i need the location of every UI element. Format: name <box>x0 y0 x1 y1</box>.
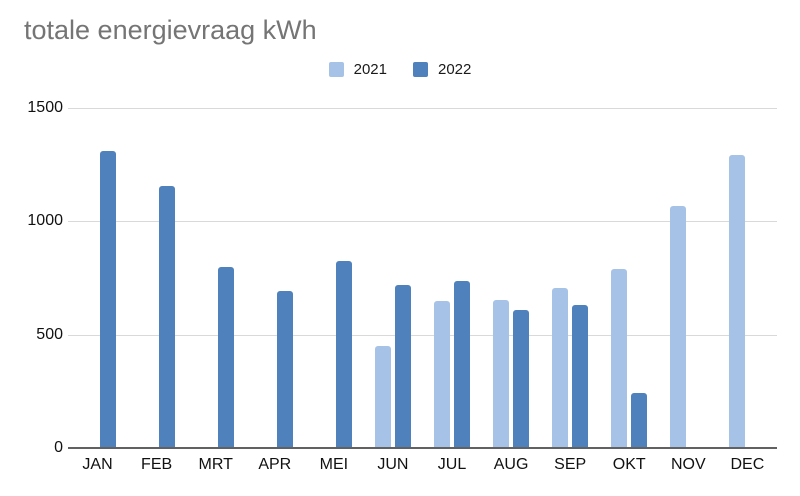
x-axis-label-nov: NOV <box>670 456 706 473</box>
bar-slot-2022-jun <box>394 284 411 448</box>
bar-group-dec <box>718 108 777 448</box>
x-axis-label-feb: FEB <box>141 456 173 473</box>
bar-group-jun <box>363 108 422 448</box>
bar-2021-jul <box>434 300 450 448</box>
x-axis-label-apr: APR <box>258 456 292 473</box>
bar-slot-2021-sep <box>552 288 569 448</box>
bar-group-nov <box>659 108 718 448</box>
legend-swatch-2021 <box>328 62 344 77</box>
bar-2021-sep <box>552 288 569 448</box>
x-axis-label-mrt: MRT <box>198 456 233 473</box>
y-axis-tick-label-1500: 1500 <box>27 99 63 116</box>
bar-2021-jun <box>374 346 391 448</box>
x-axis-label-jan: JAN <box>82 456 113 473</box>
bar-2022-aug <box>513 309 530 448</box>
chart-plot-area <box>68 108 777 449</box>
bar-slot-2022-apr <box>276 290 293 448</box>
bar-2022-jun <box>394 284 411 448</box>
bar-group-feb <box>127 108 186 448</box>
bar-2022-feb <box>158 186 175 448</box>
chart-title: totale energievraag kWh <box>24 15 317 45</box>
bar-slot-2021-jun <box>374 346 391 448</box>
bar-group-okt <box>600 108 659 448</box>
bar-2022-mrt <box>217 266 234 448</box>
legend-label-2022: 2022 <box>438 61 472 78</box>
bar-group-mei <box>304 108 363 448</box>
bar-slot-2021-nov <box>670 205 687 448</box>
x-axis-label-mei: MEI <box>319 456 349 473</box>
bar-slot-2022-jul <box>454 281 470 448</box>
y-axis-tick-label-500: 500 <box>36 325 63 343</box>
bar-slot-2021-aug <box>493 299 510 448</box>
y-axis-tick-label-1000: 1000 <box>27 212 63 230</box>
x-axis-label-okt: OKT <box>612 456 646 473</box>
x-axis-labels: JAN FEB MRT APR MEI JUN JUL AUG SEP OKT NOV DEC <box>68 456 777 474</box>
bar-2021-aug <box>493 299 510 448</box>
bar-group-aug <box>482 108 541 448</box>
bar-slot-2022-mei <box>335 261 352 448</box>
chart-legend: 2021 2022 <box>0 61 800 78</box>
bar-group-sep <box>541 108 600 448</box>
legend-label-2021: 2021 <box>353 61 387 78</box>
y-axis-tick-label-0: 0 <box>54 439 63 456</box>
bar-group-apr <box>245 108 304 448</box>
bar-2022-jul <box>454 281 470 448</box>
bar-slot-2021-jul <box>434 300 450 448</box>
legend-item-2021: 2021 <box>328 61 387 78</box>
x-axis-label-dec: DEC <box>730 456 765 473</box>
bar-slot-2022-feb <box>158 186 175 448</box>
gridline-1000 <box>68 221 777 223</box>
bar-slot-2021-okt <box>611 268 628 448</box>
bar-2022-okt <box>631 392 648 448</box>
x-axis-line <box>68 447 777 449</box>
bar-2021-nov <box>670 205 687 448</box>
bar-slot-2022-mrt <box>217 266 234 448</box>
bar-group-jan <box>68 108 127 448</box>
bar-2022-jan <box>99 151 116 448</box>
bar-2022-mei <box>335 261 352 448</box>
bar-slot-2022-okt <box>631 392 648 448</box>
bar-slot-2022-sep <box>572 305 589 448</box>
bar-slot-2022-aug <box>513 309 530 448</box>
bar-2022-apr <box>276 290 293 448</box>
x-axis-label-aug: AUG <box>493 456 529 473</box>
bar-2021-dec <box>729 154 746 448</box>
x-axis-label-jun: JUN <box>377 456 409 473</box>
gridline-1500 <box>68 108 777 109</box>
gridline-500 <box>68 334 777 336</box>
bar-2021-okt <box>611 268 628 448</box>
bar-2022-sep <box>572 305 589 448</box>
legend-swatch-2022 <box>413 62 428 77</box>
bars-layer <box>68 108 777 448</box>
bar-group-mrt <box>186 108 245 448</box>
bar-slot-2022-jan <box>99 151 116 448</box>
bar-slot-2021-dec <box>729 154 746 448</box>
x-axis-label-sep: SEP <box>554 456 587 473</box>
legend-item-2022: 2022 <box>413 61 471 78</box>
bar-group-jul <box>422 108 481 448</box>
x-axis-label-jul: JUL <box>437 456 467 473</box>
